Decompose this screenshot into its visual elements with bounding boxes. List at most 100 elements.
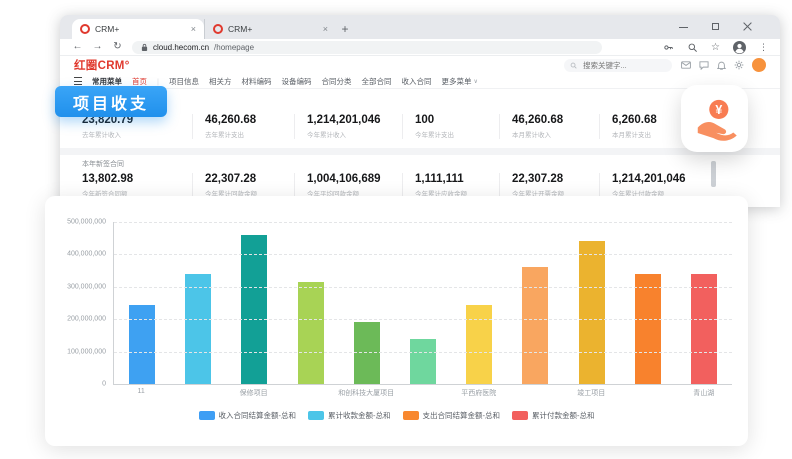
- nav-item[interactable]: 相关方: [209, 76, 232, 87]
- chart-bar[interactable]: [354, 322, 380, 384]
- y-axis-tick-label: 500,000,000: [67, 219, 106, 226]
- legend-swatch: [199, 411, 215, 420]
- bar-slot: [676, 222, 732, 384]
- browser-menu-icon[interactable]: ⋮: [759, 42, 768, 53]
- hamburger-menu-icon[interactable]: [74, 77, 82, 85]
- new-tab-button[interactable]: +: [336, 22, 354, 39]
- chart-bar[interactable]: [298, 282, 324, 384]
- scrollbar-thumb[interactable]: [711, 161, 716, 187]
- browser-tab-active[interactable]: CRM+ ×: [72, 19, 204, 39]
- window-controls: [679, 15, 752, 37]
- gridline: [114, 222, 732, 223]
- stats-row1: 23,820.79去年累计收入46,260.68去年累计支出1,214,201,…: [60, 114, 780, 139]
- chart-bar[interactable]: [635, 274, 661, 384]
- stat: 22,307.28今年累计回款金额: [193, 173, 295, 198]
- address-bar[interactable]: cloud.hecom.cn/homepage: [132, 41, 602, 54]
- chart-bar[interactable]: [241, 235, 267, 384]
- lock-icon: [141, 43, 148, 52]
- stat-value: 46,260.68: [205, 114, 286, 126]
- stat: 1,004,106,689今年平均回款金额: [295, 173, 403, 198]
- nav-item[interactable]: 材料编码: [241, 76, 271, 87]
- stat: 100今年累计支出: [403, 114, 500, 139]
- nav-menu-label[interactable]: 常用菜单: [92, 76, 122, 87]
- close-button[interactable]: [743, 22, 752, 31]
- x-axis-label: 竣工项目: [563, 388, 619, 398]
- nav-more-menu[interactable]: 更多菜单 ∨: [441, 76, 477, 87]
- legend-label: 累计收款金额-总和: [328, 410, 391, 421]
- chart-bar[interactable]: [466, 305, 492, 384]
- crm-favicon-icon: [80, 24, 90, 34]
- y-axis-tick-label: 400,000,000: [67, 251, 106, 258]
- tab-strip: CRM+ × CRM+ × +: [60, 15, 780, 39]
- crm-nav-bar: 常用菜单 首页 | 项目信息相关方材料编码设备编码合同分类全部合同收入合同 更多…: [60, 74, 780, 89]
- bookmark-star-icon[interactable]: ☆: [711, 42, 720, 53]
- chart-bar[interactable]: [185, 274, 211, 384]
- minimize-button[interactable]: [679, 22, 688, 31]
- legend-swatch: [512, 411, 528, 420]
- search-zoom-icon[interactable]: [687, 42, 698, 53]
- y-axis-tick-label: 0: [102, 381, 106, 388]
- tab-close-icon[interactable]: ×: [323, 24, 328, 34]
- stat: 1,214,201,046今年累计付款金额: [600, 173, 758, 198]
- nav-item[interactable]: 项目信息: [169, 76, 199, 87]
- user-avatar[interactable]: [752, 58, 766, 72]
- legend-item[interactable]: 支出合同结算金额-总和: [403, 410, 501, 421]
- x-axis-label: [282, 388, 338, 398]
- chart-bar[interactable]: [410, 339, 436, 384]
- section-title: 本年新签合同: [60, 155, 780, 173]
- browser-toolbar: ← → ↻ cloud.hecom.cn/homepage ☆: [60, 39, 780, 56]
- gridline: [114, 319, 732, 320]
- search-input[interactable]: [581, 60, 655, 71]
- x-axis-label: [619, 388, 675, 398]
- nav-item[interactable]: 合同分类: [321, 76, 351, 87]
- x-axis-label: 青山湖: [676, 388, 732, 398]
- chat-icon[interactable]: [699, 61, 709, 70]
- stat: 23,820.79去年累计收入: [82, 114, 193, 139]
- gear-icon[interactable]: [734, 60, 744, 70]
- nav-item[interactable]: 收入合同: [401, 76, 431, 87]
- chart-bar[interactable]: [522, 267, 548, 384]
- header-right: [564, 58, 766, 72]
- legend-label: 累计付款金额-总和: [532, 410, 595, 421]
- reload-icon[interactable]: ↻: [112, 42, 123, 52]
- money-icon-card: ¥: [681, 85, 748, 152]
- stat-value: 22,307.28: [205, 173, 286, 185]
- maximize-button[interactable]: [711, 22, 720, 31]
- nav-more-label: 更多菜单: [441, 76, 471, 87]
- crm-favicon-icon: [213, 24, 223, 34]
- chart-bar[interactable]: [129, 305, 155, 384]
- chart-bar[interactable]: [579, 241, 605, 384]
- chart-plot-area: 500,000,000400,000,000300,000,000200,000…: [113, 222, 732, 385]
- bar-slot: [339, 222, 395, 384]
- legend-label: 收入合同结算金额-总和: [219, 410, 297, 421]
- nav-item[interactable]: 设备编码: [281, 76, 311, 87]
- profile-avatar-icon[interactable]: [733, 41, 746, 54]
- stat-value: 1,004,106,689: [307, 173, 394, 185]
- browser-tab-inactive[interactable]: CRM+ ×: [204, 19, 336, 39]
- tab-close-icon[interactable]: ×: [191, 24, 196, 34]
- chart-legend: 收入合同结算金额-总和 累计收款金额-总和 支出合同结算金额-总和 累计付款金额-总和: [45, 410, 748, 421]
- legend-item[interactable]: 收入合同结算金额-总和: [199, 410, 297, 421]
- bell-icon[interactable]: [717, 60, 726, 70]
- y-axis-tick-label: 300,000,000: [67, 283, 106, 290]
- chart-bar[interactable]: [691, 274, 717, 384]
- nav-item-home[interactable]: 首页: [132, 76, 147, 87]
- nav-item[interactable]: 全部合同: [361, 76, 391, 87]
- x-axis-label: [169, 388, 225, 398]
- key-icon[interactable]: [663, 42, 674, 53]
- mail-icon[interactable]: [681, 61, 691, 69]
- stat-value: 1,214,201,046: [307, 114, 394, 126]
- legend-item[interactable]: 累计收款金额-总和: [308, 410, 391, 421]
- x-axis-label: 平西府医院: [451, 388, 507, 398]
- project-income-expense-badge: 项目收支: [55, 86, 167, 117]
- legend-item[interactable]: 累计付款金额-总和: [512, 410, 595, 421]
- stat-value: 1,111,111: [415, 173, 491, 185]
- chevron-down-icon: ∨: [473, 78, 477, 85]
- bar-slot: [451, 222, 507, 384]
- app-search-box[interactable]: [564, 59, 672, 72]
- bar-slot: [170, 222, 226, 384]
- chart-x-labels: 11保修项目和创科技大厦项目平西府医院竣工项目青山湖: [113, 388, 732, 398]
- forward-icon[interactable]: →: [92, 42, 103, 52]
- back-icon[interactable]: ←: [72, 42, 83, 52]
- stat-label: 今年累计收入: [307, 129, 394, 139]
